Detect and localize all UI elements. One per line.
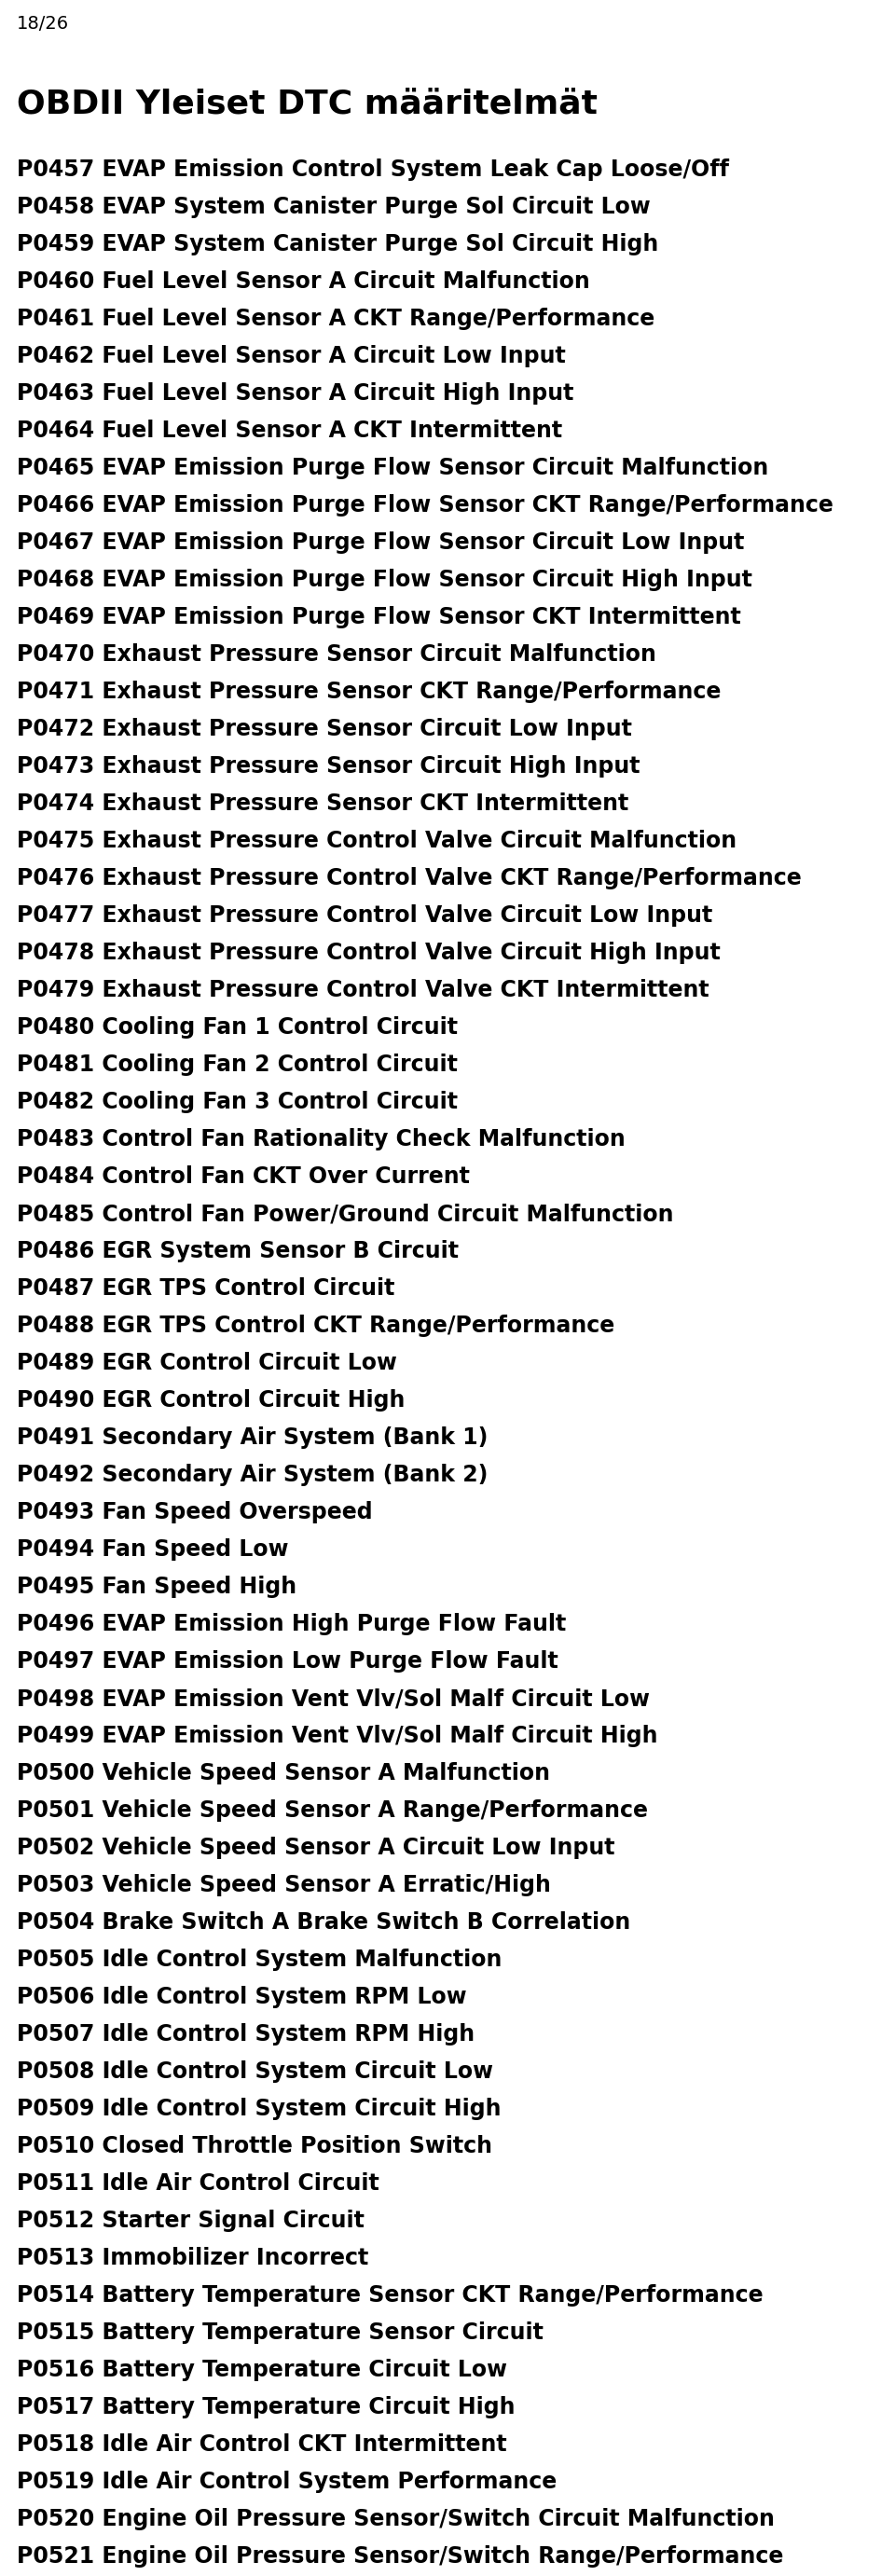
Text: P0519 Idle Air Control System Performance: P0519 Idle Air Control System Performanc… <box>17 2470 557 2494</box>
Text: P0458 EVAP System Canister Purge Sol Circuit Low: P0458 EVAP System Canister Purge Sol Cir… <box>17 196 651 219</box>
Text: P0509 Idle Control System Circuit High: P0509 Idle Control System Circuit High <box>17 2097 501 2120</box>
Text: P0465 EVAP Emission Purge Flow Sensor Circuit Malfunction: P0465 EVAP Emission Purge Flow Sensor Ci… <box>17 456 769 479</box>
Text: P0476 Exhaust Pressure Control Valve CKT Range/Performance: P0476 Exhaust Pressure Control Valve CKT… <box>17 868 802 889</box>
Text: P0493 Fan Speed Overspeed: P0493 Fan Speed Overspeed <box>17 1502 372 1522</box>
Text: P0507 Idle Control System RPM High: P0507 Idle Control System RPM High <box>17 2022 474 2045</box>
Text: P0496 EVAP Emission High Purge Flow Fault: P0496 EVAP Emission High Purge Flow Faul… <box>17 1613 567 1636</box>
Text: P0474 Exhaust Pressure Sensor CKT Intermittent: P0474 Exhaust Pressure Sensor CKT Interm… <box>17 793 628 814</box>
Text: P0513 Immobilizer Incorrect: P0513 Immobilizer Incorrect <box>17 2246 369 2269</box>
Text: P0514 Battery Temperature Sensor CKT Range/Performance: P0514 Battery Temperature Sensor CKT Ran… <box>17 2285 763 2306</box>
Text: P0520 Engine Oil Pressure Sensor/Switch Circuit Malfunction: P0520 Engine Oil Pressure Sensor/Switch … <box>17 2509 774 2530</box>
Text: P0489 EGR Control Circuit Low: P0489 EGR Control Circuit Low <box>17 1352 397 1373</box>
Text: P0485 Control Fan Power/Ground Circuit Malfunction: P0485 Control Fan Power/Ground Circuit M… <box>17 1203 674 1226</box>
Text: P0483 Control Fan Rationality Check Malfunction: P0483 Control Fan Rationality Check Malf… <box>17 1128 626 1151</box>
Text: 18/26: 18/26 <box>17 15 69 33</box>
Text: P0510 Closed Throttle Position Switch: P0510 Closed Throttle Position Switch <box>17 2136 492 2156</box>
Text: P0501 Vehicle Speed Sensor A Range/Performance: P0501 Vehicle Speed Sensor A Range/Perfo… <box>17 1801 648 1821</box>
Text: P0495 Fan Speed High: P0495 Fan Speed High <box>17 1577 296 1597</box>
Text: P0472 Exhaust Pressure Sensor Circuit Low Input: P0472 Exhaust Pressure Sensor Circuit Lo… <box>17 719 632 739</box>
Text: P0491 Secondary Air System (Bank 1): P0491 Secondary Air System (Bank 1) <box>17 1427 488 1448</box>
Text: P0502 Vehicle Speed Sensor A Circuit Low Input: P0502 Vehicle Speed Sensor A Circuit Low… <box>17 1837 615 1860</box>
Text: P0505 Idle Control System Malfunction: P0505 Idle Control System Malfunction <box>17 1947 502 1971</box>
Text: P0515 Battery Temperature Sensor Circuit: P0515 Battery Temperature Sensor Circuit <box>17 2321 543 2344</box>
Text: P0511 Idle Air Control Circuit: P0511 Idle Air Control Circuit <box>17 2172 379 2195</box>
Text: P0506 Idle Control System RPM Low: P0506 Idle Control System RPM Low <box>17 1986 466 2009</box>
Text: P0504 Brake Switch A Brake Switch B Correlation: P0504 Brake Switch A Brake Switch B Corr… <box>17 1911 630 1935</box>
Text: P0500 Vehicle Speed Sensor A Malfunction: P0500 Vehicle Speed Sensor A Malfunction <box>17 1762 550 1785</box>
Text: P0462 Fuel Level Sensor A Circuit Low Input: P0462 Fuel Level Sensor A Circuit Low In… <box>17 345 566 368</box>
Text: P0503 Vehicle Speed Sensor A Erratic/High: P0503 Vehicle Speed Sensor A Erratic/Hig… <box>17 1873 550 1896</box>
Text: P0498 EVAP Emission Vent Vlv/Sol Malf Circuit Low: P0498 EVAP Emission Vent Vlv/Sol Malf Ci… <box>17 1687 650 1710</box>
Text: P0467 EVAP Emission Purge Flow Sensor Circuit Low Input: P0467 EVAP Emission Purge Flow Sensor Ci… <box>17 531 745 554</box>
Text: P0466 EVAP Emission Purge Flow Sensor CKT Range/Performance: P0466 EVAP Emission Purge Flow Sensor CK… <box>17 495 833 518</box>
Text: P0516 Battery Temperature Circuit Low: P0516 Battery Temperature Circuit Low <box>17 2360 507 2380</box>
Text: P0468 EVAP Emission Purge Flow Sensor Circuit High Input: P0468 EVAP Emission Purge Flow Sensor Ci… <box>17 569 752 590</box>
Text: P0492 Secondary Air System (Bank 2): P0492 Secondary Air System (Bank 2) <box>17 1463 488 1486</box>
Text: P0521 Engine Oil Pressure Sensor/Switch Range/Performance: P0521 Engine Oil Pressure Sensor/Switch … <box>17 2545 783 2568</box>
Text: P0470 Exhaust Pressure Sensor Circuit Malfunction: P0470 Exhaust Pressure Sensor Circuit Ma… <box>17 644 656 665</box>
Text: P0517 Battery Temperature Circuit High: P0517 Battery Temperature Circuit High <box>17 2396 516 2419</box>
Text: P0463 Fuel Level Sensor A Circuit High Input: P0463 Fuel Level Sensor A Circuit High I… <box>17 381 574 404</box>
Text: P0460 Fuel Level Sensor A Circuit Malfunction: P0460 Fuel Level Sensor A Circuit Malfun… <box>17 270 590 294</box>
Text: P0473 Exhaust Pressure Sensor Circuit High Input: P0473 Exhaust Pressure Sensor Circuit Hi… <box>17 755 640 778</box>
Text: P0479 Exhaust Pressure Control Valve CKT Intermittent: P0479 Exhaust Pressure Control Valve CKT… <box>17 979 709 1002</box>
Text: OBDII Yleiset DTC määritelmät: OBDII Yleiset DTC määritelmät <box>17 88 598 121</box>
Text: P0464 Fuel Level Sensor A CKT Intermittent: P0464 Fuel Level Sensor A CKT Intermitte… <box>17 420 562 443</box>
Text: P0477 Exhaust Pressure Control Valve Circuit Low Input: P0477 Exhaust Pressure Control Valve Cir… <box>17 904 712 927</box>
Text: P0490 EGR Control Circuit High: P0490 EGR Control Circuit High <box>17 1388 405 1412</box>
Text: P0508 Idle Control System Circuit Low: P0508 Idle Control System Circuit Low <box>17 2061 493 2084</box>
Text: P0471 Exhaust Pressure Sensor CKT Range/Performance: P0471 Exhaust Pressure Sensor CKT Range/… <box>17 680 721 703</box>
Text: P0484 Control Fan CKT Over Current: P0484 Control Fan CKT Over Current <box>17 1164 470 1188</box>
Text: P0457 EVAP Emission Control System Leak Cap Loose/Off: P0457 EVAP Emission Control System Leak … <box>17 160 729 180</box>
Text: P0482 Cooling Fan 3 Control Circuit: P0482 Cooling Fan 3 Control Circuit <box>17 1090 457 1113</box>
Text: P0512 Starter Signal Circuit: P0512 Starter Signal Circuit <box>17 2210 364 2231</box>
Text: P0488 EGR TPS Control CKT Range/Performance: P0488 EGR TPS Control CKT Range/Performa… <box>17 1314 615 1337</box>
Text: P0461 Fuel Level Sensor A CKT Range/Performance: P0461 Fuel Level Sensor A CKT Range/Perf… <box>17 307 655 330</box>
Text: P0486 EGR System Sensor B Circuit: P0486 EGR System Sensor B Circuit <box>17 1239 458 1262</box>
Text: P0469 EVAP Emission Purge Flow Sensor CKT Intermittent: P0469 EVAP Emission Purge Flow Sensor CK… <box>17 605 741 629</box>
Text: P0497 EVAP Emission Low Purge Flow Fault: P0497 EVAP Emission Low Purge Flow Fault <box>17 1651 558 1672</box>
Text: P0494 Fan Speed Low: P0494 Fan Speed Low <box>17 1538 288 1561</box>
Text: P0518 Idle Air Control CKT Intermittent: P0518 Idle Air Control CKT Intermittent <box>17 2434 507 2455</box>
Text: P0487 EGR TPS Control Circuit: P0487 EGR TPS Control Circuit <box>17 1278 395 1301</box>
Text: P0459 EVAP System Canister Purge Sol Circuit High: P0459 EVAP System Canister Purge Sol Cir… <box>17 232 659 255</box>
Text: P0499 EVAP Emission Vent Vlv/Sol Malf Circuit High: P0499 EVAP Emission Vent Vlv/Sol Malf Ci… <box>17 1726 658 1747</box>
Text: P0478 Exhaust Pressure Control Valve Circuit High Input: P0478 Exhaust Pressure Control Valve Cir… <box>17 943 720 963</box>
Text: P0475 Exhaust Pressure Control Valve Circuit Malfunction: P0475 Exhaust Pressure Control Valve Cir… <box>17 829 737 853</box>
Text: P0481 Cooling Fan 2 Control Circuit: P0481 Cooling Fan 2 Control Circuit <box>17 1054 457 1077</box>
Text: P0480 Cooling Fan 1 Control Circuit: P0480 Cooling Fan 1 Control Circuit <box>17 1015 457 1038</box>
